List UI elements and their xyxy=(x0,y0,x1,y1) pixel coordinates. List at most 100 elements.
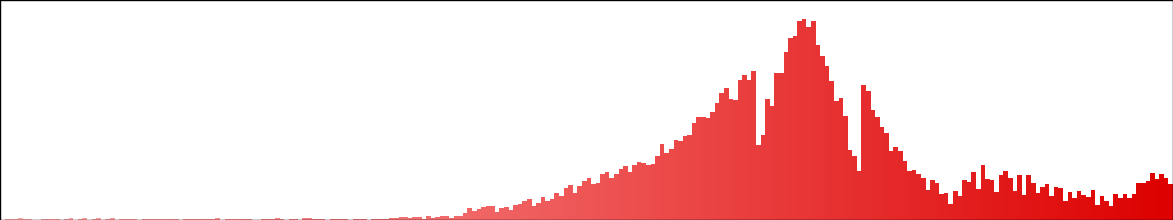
Bar xyxy=(985,179,990,220)
Bar xyxy=(1127,198,1132,220)
Bar xyxy=(1082,195,1086,220)
Bar xyxy=(884,133,889,220)
Bar xyxy=(459,216,463,220)
Bar xyxy=(55,219,60,220)
Bar xyxy=(848,150,853,220)
Bar xyxy=(421,219,426,220)
Bar xyxy=(656,156,659,220)
Bar xyxy=(930,180,935,220)
Bar xyxy=(733,100,738,220)
Bar xyxy=(678,141,683,220)
Bar xyxy=(572,193,577,220)
Bar xyxy=(183,219,188,220)
Bar xyxy=(536,203,541,220)
Bar xyxy=(541,197,545,220)
Bar xyxy=(957,196,962,220)
Bar xyxy=(1040,187,1045,220)
Bar xyxy=(1045,184,1050,220)
Bar xyxy=(1104,201,1108,220)
Bar xyxy=(976,189,981,220)
Bar xyxy=(719,93,724,220)
Bar xyxy=(238,219,243,220)
Bar xyxy=(1067,192,1072,220)
Bar xyxy=(385,219,389,220)
Bar xyxy=(197,219,202,220)
Bar xyxy=(389,218,394,220)
Bar xyxy=(632,165,637,220)
Bar xyxy=(1058,188,1063,220)
Bar xyxy=(243,219,248,220)
Bar xyxy=(353,219,358,220)
Bar xyxy=(307,218,312,220)
Bar xyxy=(1063,201,1067,220)
Bar xyxy=(628,172,632,220)
Bar xyxy=(1168,184,1173,220)
Bar xyxy=(123,219,128,220)
Bar xyxy=(1031,183,1036,220)
Bar xyxy=(1146,181,1150,220)
Bar xyxy=(19,218,23,220)
Bar xyxy=(875,117,880,220)
Bar xyxy=(811,21,815,220)
Bar xyxy=(1053,187,1058,220)
Bar xyxy=(69,218,73,220)
Bar xyxy=(839,98,843,220)
Bar xyxy=(706,118,710,220)
Bar xyxy=(829,81,834,220)
Bar xyxy=(229,219,233,220)
Bar xyxy=(560,196,563,220)
Bar xyxy=(861,85,866,220)
Bar xyxy=(1137,183,1141,220)
Bar xyxy=(426,216,430,220)
Bar xyxy=(601,174,605,220)
Bar xyxy=(106,219,110,220)
Bar xyxy=(1141,183,1146,220)
Bar xyxy=(793,36,798,220)
Bar xyxy=(889,151,894,220)
Bar xyxy=(967,182,971,220)
Bar xyxy=(899,150,903,220)
Bar xyxy=(952,191,957,220)
Bar xyxy=(339,219,344,220)
Bar xyxy=(445,216,449,220)
Bar xyxy=(375,219,380,220)
Bar xyxy=(522,201,527,220)
Bar xyxy=(999,174,1003,220)
Bar xyxy=(1108,206,1113,220)
Bar xyxy=(416,216,421,220)
Bar xyxy=(1008,178,1012,220)
Bar xyxy=(724,88,728,220)
Bar xyxy=(568,185,572,220)
Bar xyxy=(188,219,192,220)
Bar xyxy=(1077,191,1082,220)
Bar xyxy=(77,219,82,220)
Bar xyxy=(637,162,642,220)
Bar xyxy=(856,171,861,220)
Bar xyxy=(815,45,820,220)
Bar xyxy=(807,27,811,220)
Bar xyxy=(769,106,774,220)
Bar xyxy=(1091,190,1096,220)
Bar xyxy=(555,193,560,220)
Bar xyxy=(46,219,50,220)
Bar xyxy=(802,19,807,220)
Bar xyxy=(784,52,788,220)
Bar xyxy=(683,136,687,220)
Bar xyxy=(358,219,362,220)
Bar xyxy=(944,193,949,220)
Bar xyxy=(334,219,339,220)
Bar xyxy=(757,145,760,220)
Bar xyxy=(274,218,279,220)
Bar xyxy=(798,21,802,220)
Bar xyxy=(504,207,509,220)
Bar xyxy=(618,169,623,220)
Bar xyxy=(161,218,165,220)
Bar xyxy=(1123,194,1127,220)
Bar xyxy=(591,184,596,220)
Bar xyxy=(577,186,582,220)
Bar xyxy=(743,75,747,220)
Bar xyxy=(262,219,266,220)
Bar xyxy=(380,219,385,220)
Bar xyxy=(248,219,252,220)
Bar xyxy=(990,180,995,220)
